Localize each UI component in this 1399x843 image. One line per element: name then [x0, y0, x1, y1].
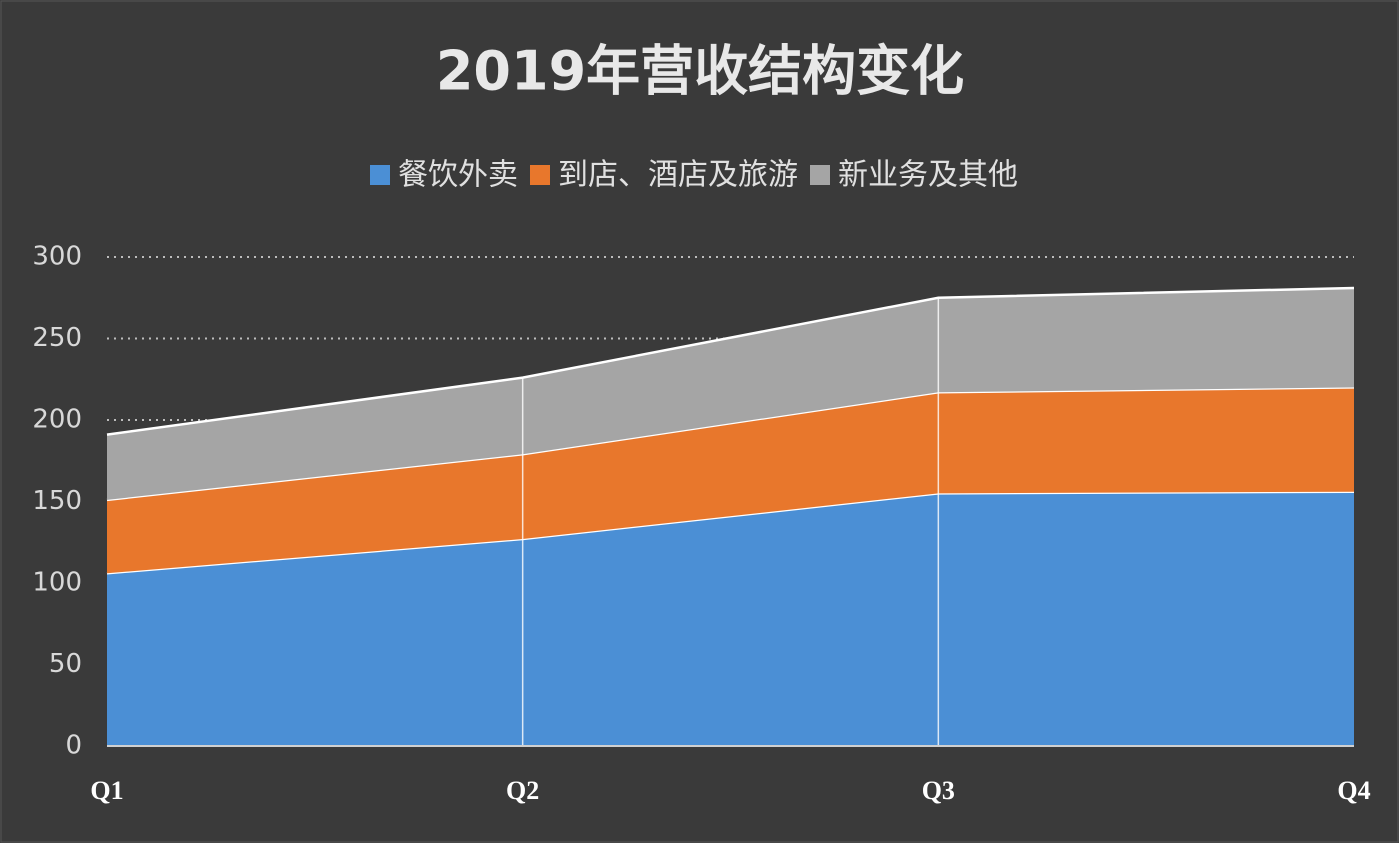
- legend-swatch: [370, 165, 390, 185]
- y-tick-label: 200: [32, 405, 82, 435]
- y-tick-label: 150: [32, 486, 82, 516]
- legend-label: 新业务及其他: [838, 158, 1018, 193]
- chart-title: 2019年营收结构变化: [436, 40, 964, 103]
- area: [107, 287, 1354, 500]
- y-tick-label: 300: [32, 242, 82, 272]
- x-tick-label: Q3: [922, 776, 955, 805]
- x-tick-label: Q2: [506, 776, 539, 805]
- legend-swatch: [530, 165, 550, 185]
- area: [107, 491, 1354, 746]
- area: [107, 387, 1354, 574]
- legend: 餐饮外卖 到店、酒店及旅游 新业务及其他: [370, 158, 1018, 193]
- x-tick-label: Q1: [90, 776, 123, 805]
- y-tick-label: 250: [32, 323, 82, 353]
- legend-label: 到店、酒店及旅游: [558, 158, 798, 193]
- y-tick-label: 0: [65, 731, 82, 761]
- legend-swatch: [810, 165, 830, 185]
- x-tick-label: Q4: [1337, 776, 1370, 805]
- y-tick-label: 50: [49, 649, 82, 679]
- area-edge: [106, 286, 1355, 436]
- y-tick-label: 100: [32, 568, 82, 598]
- legend-label: 餐饮外卖: [398, 158, 518, 193]
